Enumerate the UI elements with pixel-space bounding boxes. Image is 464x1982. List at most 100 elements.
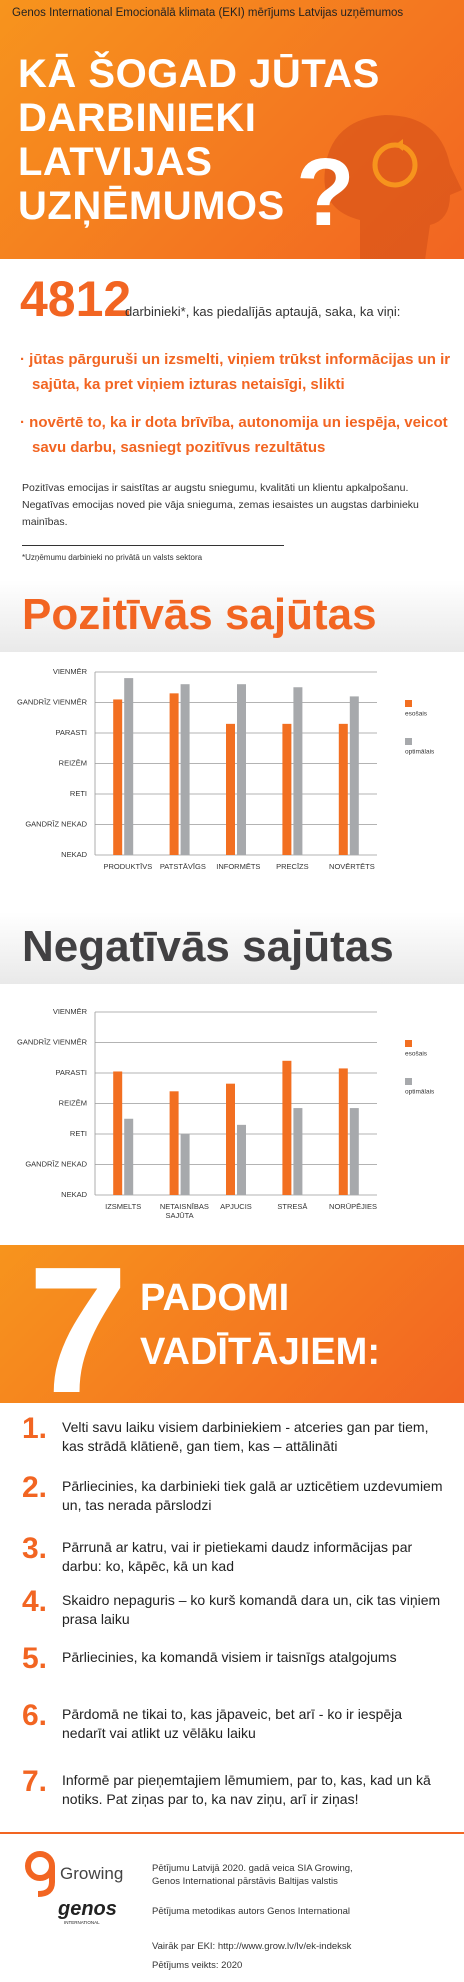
y-tick-label: GANDRĪZ VIENMĒR xyxy=(17,1037,88,1046)
bar xyxy=(113,699,123,855)
bar xyxy=(237,1124,246,1195)
growing-mark xyxy=(25,1851,55,1897)
section-band: Negatīvās sajūtas xyxy=(0,912,464,984)
footer-line: Pētījumu Latvijā 2020. gadā veica SIA Gr… xyxy=(152,1863,353,1887)
y-tick-label: VIENMĒR xyxy=(53,1007,88,1016)
legend-swatch xyxy=(405,1040,412,1047)
y-tick-label: VIENMĒR xyxy=(53,667,88,676)
tip-number: 4. xyxy=(22,1585,48,1618)
bar xyxy=(338,723,348,855)
y-tick-label: PARASTI xyxy=(55,728,87,737)
x-tick-label: STRESĀ xyxy=(277,1202,308,1211)
title-line: KĀ ŠOGAD JŪTAS xyxy=(18,52,380,96)
footer-line: Vairāk par EKI: http://www.grow.lv/lv/ek… xyxy=(152,1941,352,1952)
legend-label: optimālais xyxy=(405,1089,435,1096)
x-tick-label: APJUCIS xyxy=(220,1202,252,1211)
chart: NEKAD GANDRĪZ NEKAD RETI REIZĒM PARASTI GANDR… xyxy=(0,992,464,1232)
tips-number: 7 xyxy=(28,1230,129,1431)
y-tick-label: PARASTI xyxy=(55,1068,87,1077)
tip-number: 2. xyxy=(22,1471,48,1504)
footer-line: Pētījums veikts: 2020 xyxy=(152,1960,243,1971)
tips-title: VADĪTĀJIEM: xyxy=(140,1331,380,1373)
y-tick-label: GANDRĪZ NEKAD xyxy=(25,1159,87,1168)
logo-text: genos xyxy=(58,1898,117,1920)
tip-text: Skaidro nepaguris – ko kurš komandā dara… xyxy=(62,1592,441,1627)
bullet: · novērtē to, ka ir dota brīvība, autono… xyxy=(20,414,448,456)
tip-number: 5. xyxy=(22,1642,48,1675)
x-tick-label: PATSTĀVĪGS xyxy=(159,862,206,871)
title-line: UZŅĒMUMOS xyxy=(18,184,285,228)
legend-label: esošais xyxy=(405,1051,428,1058)
legend-swatch xyxy=(405,700,412,707)
question-mark: ? xyxy=(296,139,355,246)
tip-text: Pārrunā ar katru, vai ir pietiekami daud… xyxy=(62,1539,413,1574)
legend-swatch xyxy=(405,1078,412,1085)
tip-text: Velti savu laiku visiem darbiniekiem - a… xyxy=(62,1419,429,1454)
logo-text: Growing xyxy=(60,1864,124,1883)
logo-text: INTERNATIONAL xyxy=(64,1920,100,1925)
title-line: LATVIJAS xyxy=(18,140,213,184)
chart-title: Negatīvās sajūtas xyxy=(22,922,394,971)
bar xyxy=(226,1083,235,1195)
y-tick-label: NEKAD xyxy=(61,850,87,859)
bullet: · jūtas pārguruši un izsmelti, viņiem tr… xyxy=(20,351,451,393)
intro-text: darbinieki*, kas piedalījās aptaujā, sak… xyxy=(125,304,401,319)
section-band: Pozitīvās sajūtas xyxy=(0,580,464,652)
bullet-text: novērtē to, ka ir dota brīvība, autonomi… xyxy=(29,414,448,456)
tips-title: PADOMI xyxy=(140,1277,290,1319)
x-tick-label: NOVĒRTĒTS xyxy=(329,862,375,871)
tip-text: Pārliecinies, ka darbinieki tiek galā ar… xyxy=(62,1478,443,1513)
subtitle: Genos International Emocionālā klimata (… xyxy=(12,7,404,19)
tips-header: 7 PADOMI VADĪTĀJIEM: xyxy=(0,1230,464,1431)
legend-label: esošais xyxy=(405,711,428,718)
bar xyxy=(226,723,235,855)
tip-number: 6. xyxy=(22,1699,48,1732)
plot: NEKAD GANDRĪZ NEKAD RETI REIZĒM PARASTI GANDR… xyxy=(17,1007,435,1199)
bar xyxy=(124,1118,134,1195)
tip-text: Pārdomā ne tikai to, kas jāpaveic, bet a… xyxy=(62,1706,403,1741)
tip-number: 1. xyxy=(22,1412,48,1445)
bar xyxy=(237,684,246,855)
bar xyxy=(293,1108,303,1195)
x-tick-label: NORŪPĒJIES xyxy=(329,1202,377,1211)
respondent-count: 4812 xyxy=(20,271,132,327)
tip-text: Informē par pieņemtajiem lēmumiem, par t… xyxy=(62,1772,431,1807)
header: Genos International Emocionālā klimata (… xyxy=(0,0,464,259)
paragraph: Pozitīvas emocijas ir saistītas ar augst… xyxy=(22,482,419,528)
bar xyxy=(349,696,359,855)
tip-number: 7. xyxy=(22,1765,48,1798)
x-tick-label: INFORMĒTS xyxy=(216,862,261,871)
x-tick-label: PRODUKTĪVS xyxy=(103,862,153,871)
tip-text: Pārliecinies, ka komandā visiem ir taisn… xyxy=(62,1649,397,1665)
legend-label: optimālais xyxy=(405,749,435,756)
bar xyxy=(169,1091,179,1195)
bar xyxy=(282,1060,292,1195)
tip-number: 3. xyxy=(22,1532,48,1565)
rule xyxy=(0,1832,464,1834)
rule xyxy=(22,545,284,546)
bar xyxy=(180,684,190,855)
y-tick-label: NEKAD xyxy=(61,1190,87,1199)
x-tick-label: IZSMELTS xyxy=(105,1202,142,1211)
chart-title: Pozitīvās sajūtas xyxy=(22,590,377,639)
plot: NEKAD GANDRĪZ NEKAD RETI REIZĒM PARASTI GANDR… xyxy=(17,667,435,859)
chart: NEKAD GANDRĪZ NEKAD RETI REIZĒM PARASTI GANDR… xyxy=(0,652,464,892)
y-tick-label: GANDRĪZ NEKAD xyxy=(25,819,87,828)
bar xyxy=(180,1134,190,1195)
head-graphic xyxy=(324,115,462,259)
legend-swatch xyxy=(405,738,412,745)
bar xyxy=(338,1068,348,1195)
footnote: *Uzņēmumu darbinieki no privātā un valst… xyxy=(22,553,203,562)
bar xyxy=(293,687,303,855)
bar xyxy=(113,1071,123,1195)
bar xyxy=(169,693,179,855)
x-tick-label: NETAISNĪBAS SAJŪTA xyxy=(159,1202,209,1220)
footer-line: Pētījuma metodikas autors Genos Internat… xyxy=(152,1906,351,1917)
y-tick-label: REIZĒM xyxy=(59,1098,87,1107)
y-tick-label: GANDRĪZ VIENMĒR xyxy=(17,697,88,706)
y-tick-label: RETI xyxy=(70,1129,87,1138)
bullet-text: jūtas pārguruši un izsmelti, viņiem trūk… xyxy=(29,351,451,393)
y-tick-label: RETI xyxy=(70,789,87,798)
bar xyxy=(349,1108,359,1195)
